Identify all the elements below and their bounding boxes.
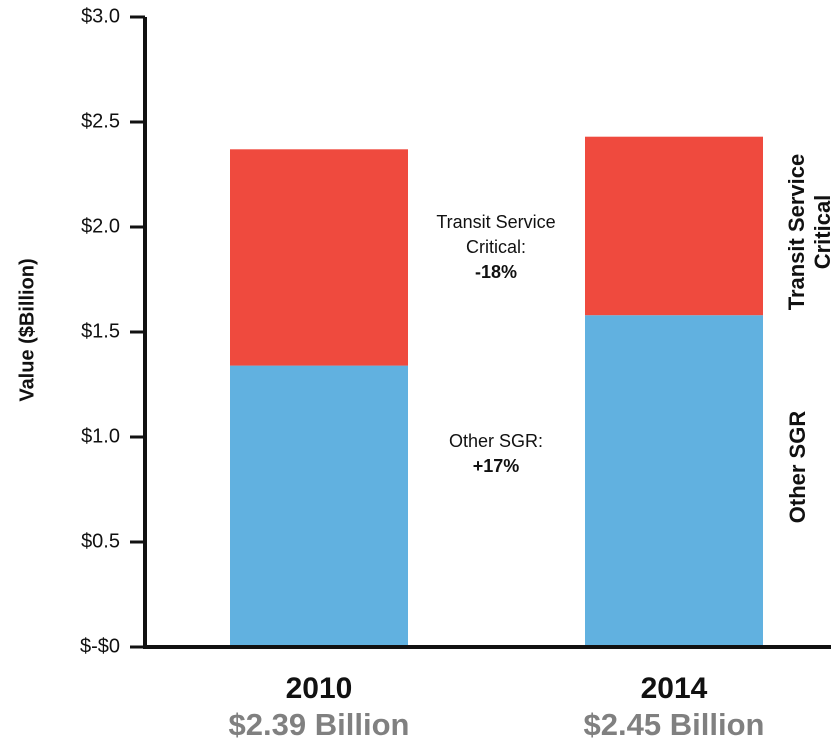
- annotation: Transit Service Critical: -18%: [406, 210, 586, 285]
- legend-label: Transit Service Critical: [784, 122, 831, 342]
- y-axis-title: Value ($Billion): [16, 258, 38, 401]
- legend-label: Other SGR: [785, 357, 811, 577]
- y-tick-label: $-$0: [80, 635, 120, 657]
- bar-segment: [230, 149, 408, 366]
- legend-text: Other SGR: [785, 410, 810, 524]
- y-tick-label: $3.0: [81, 5, 120, 27]
- annotation-text: Transit Service Critical:: [436, 212, 556, 257]
- x-tick-label: 2010: [286, 672, 353, 705]
- y-tick-label: $1.0: [81, 425, 120, 447]
- bar-segment: [230, 365, 408, 647]
- y-tick-label: $2.0: [81, 215, 120, 237]
- x-tick-label: 2014: [641, 672, 708, 705]
- category-total: $2.39 Billion: [229, 707, 410, 742]
- bar-segment: [585, 315, 763, 647]
- annotation: Other SGR: +17%: [406, 429, 586, 479]
- y-tick-label: $0.5: [81, 530, 120, 552]
- annotation-text: Other SGR:: [448, 431, 544, 451]
- legend-text: Transit Service Critical: [784, 153, 831, 311]
- category-total: $2.45 Billion: [584, 707, 765, 742]
- bar-segment: [585, 136, 763, 316]
- annotation-change: -18%: [474, 262, 518, 282]
- y-tick-label: $1.5: [81, 320, 120, 342]
- annotation-change: +17%: [472, 456, 520, 476]
- y-tick-label: $2.5: [81, 110, 120, 132]
